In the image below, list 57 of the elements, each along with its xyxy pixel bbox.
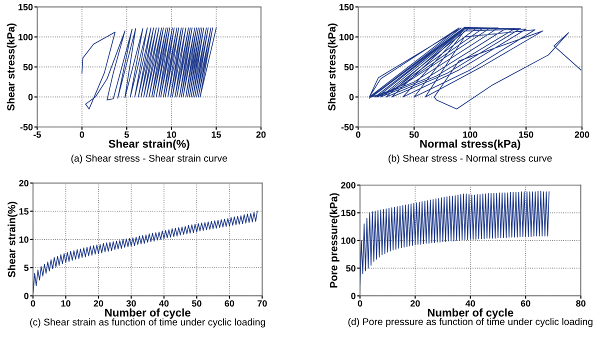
x-tick-label: 15 <box>212 131 222 138</box>
y-tick-label: 15 <box>19 208 29 215</box>
y-tick-label: 50 <box>344 64 354 70</box>
x-axis-title: Normal stress(kPa) <box>420 140 520 150</box>
x-tick-label: 0 <box>356 131 360 138</box>
y-tick-label: 100 <box>340 34 354 40</box>
text: (d) Pore pressure as function of time under cyclic loading <box>348 318 592 328</box>
y-axis-title: Shear strain(%) <box>8 202 18 278</box>
x-tick-label: 20 <box>410 300 420 307</box>
y-tick-label: 10 <box>19 236 28 243</box>
line-series <box>368 26 582 110</box>
x-tick-label: 200 <box>574 131 590 138</box>
x-tick-label: 50 <box>192 300 202 307</box>
text: (b) Shear stress - Normal stress curve <box>388 154 552 164</box>
x-tick-label: 5 <box>124 131 129 138</box>
x-tick-label: 30 <box>126 300 136 307</box>
x-axis-title: Number of cycle <box>428 308 514 319</box>
line-series <box>82 28 217 110</box>
x-tick-label: 70 <box>258 300 267 307</box>
x-tick-label: 60 <box>224 300 234 307</box>
x-tick-label: 40 <box>466 300 476 307</box>
x-tick-label: 150 <box>519 131 534 138</box>
x-axis-title: Number of cycle <box>105 308 190 319</box>
x-tick-label: 20 <box>256 131 266 138</box>
x-tick-label: 10 <box>167 131 176 138</box>
x-tick-label: 50 <box>409 131 419 138</box>
x-axis-title: Shear strain(%) <box>108 140 190 150</box>
x-tick-label: 0 <box>358 300 362 307</box>
y-axis-title: Shear stress(kPa) <box>328 23 338 111</box>
y-tick-label: 150 <box>341 210 356 216</box>
x-tick-label: 10 <box>61 300 70 307</box>
y-tick-label: 50 <box>346 265 356 272</box>
y-axis-title: Shear stress(kPa) <box>6 23 17 111</box>
x-tick-label: 80 <box>576 300 586 307</box>
y-tick-label: 0 <box>349 94 354 100</box>
y-tick-label: 0 <box>24 292 28 300</box>
x-tick-label: 100 <box>463 131 478 138</box>
y-tick-label: 150 <box>340 4 354 10</box>
x-tick-label: 40 <box>159 300 169 307</box>
x-tick-label: -5 <box>34 131 41 138</box>
y-tick-label: -50 <box>20 124 33 130</box>
y-tick-label: 200 <box>341 182 356 188</box>
x-tick-label: 0 <box>80 131 84 138</box>
y-tick-label: 100 <box>341 237 356 244</box>
x-tick-label: 60 <box>520 300 530 307</box>
y-tick-label: 100 <box>18 34 33 40</box>
y-tick-label: 150 <box>18 4 33 10</box>
y-tick-label: 50 <box>23 64 33 70</box>
y-tick-label: 20 <box>19 180 28 186</box>
y-tick-label: -50 <box>341 124 354 130</box>
y-axis-title: Pore pressure(kPa) <box>330 193 340 288</box>
y-tick-label: 0 <box>28 94 33 100</box>
x-tick-label: 20 <box>94 300 104 307</box>
y-tick-label: 5 <box>24 264 29 271</box>
text: (c) Shear strain as function of time under cyclic loading <box>30 318 266 328</box>
text: (a) Shear stress - Shear strain curve <box>71 154 228 164</box>
y-tick-label: 0 <box>351 292 356 300</box>
